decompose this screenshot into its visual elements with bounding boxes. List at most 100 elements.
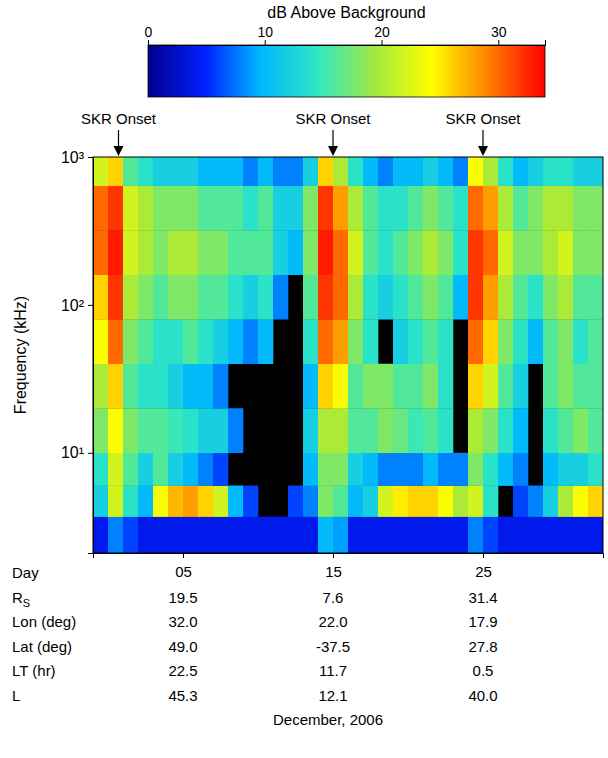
colorbar-tick-label: 30 [491, 24, 507, 40]
heatmap-cell [573, 275, 588, 320]
heatmap-cell [168, 319, 183, 364]
y-tick: 10³ [61, 149, 93, 166]
heatmap-cell [528, 486, 543, 517]
heatmap-cell [288, 486, 303, 517]
heatmap-cell [498, 186, 513, 231]
x-tick-mark [333, 553, 334, 558]
heatmap-cell [483, 230, 498, 275]
heatmap-cell [438, 408, 453, 453]
heatmap-cell [198, 486, 213, 517]
heatmap-cell [348, 453, 363, 486]
heatmap-cell [558, 517, 573, 553]
x-tick-label: 25 [475, 563, 492, 580]
heatmap-cell [588, 275, 603, 320]
heatmap-cell [423, 486, 438, 517]
heatmap-cell [558, 486, 573, 517]
heatmap-cell [528, 230, 543, 275]
heatmap-cell [363, 408, 378, 453]
heatmap-cell [423, 275, 438, 320]
heatmap-cell [483, 275, 498, 320]
heatmap-cell [378, 408, 393, 453]
heatmap-cell [183, 486, 198, 517]
colorbar-tick-mark [265, 40, 266, 45]
heatmap-cell [393, 408, 408, 453]
ephemeris-value: 22.0 [318, 613, 347, 630]
y-tick: 10¹ [61, 444, 93, 461]
heatmap-cell [183, 517, 198, 553]
heatmap-cell [93, 230, 108, 275]
heatmap-cell [423, 517, 438, 553]
heatmap-cell [138, 517, 153, 553]
heatmap-cell [453, 230, 468, 275]
heatmap-cell [408, 230, 423, 275]
heatmap-cell [438, 275, 453, 320]
heatmap-cell [393, 186, 408, 231]
heatmap-cell [273, 275, 288, 320]
heatmap-cell [153, 364, 168, 409]
row-label: Lat (deg) [12, 638, 72, 655]
heatmap-cell [153, 453, 168, 486]
heatmap-cell [333, 517, 348, 553]
heatmap-cell [408, 275, 423, 320]
heatmap-cell [363, 319, 378, 364]
colorbar-axis-line [149, 40, 546, 46]
heatmap-cell [483, 364, 498, 409]
heatmap-cell [318, 517, 333, 553]
heatmap-cell [258, 157, 273, 186]
heatmap-cell [153, 319, 168, 364]
heatmap-cell [438, 319, 453, 364]
colorbar-tick-mark [148, 40, 149, 45]
heatmap-cell [183, 408, 198, 453]
x-axis: 051525 [94, 553, 604, 580]
heatmap-cell [108, 157, 123, 186]
heatmap-cell [498, 275, 513, 320]
heatmap-cell [543, 408, 558, 453]
heatmap-cell [588, 319, 603, 364]
heatmap-cell [108, 364, 123, 409]
heatmap-cell [228, 408, 243, 453]
heatmap-cell [108, 186, 123, 231]
heatmap-cell [93, 319, 108, 364]
heatmap-cell [363, 275, 378, 320]
heatmap-cell [123, 517, 138, 553]
heatmap-cell [423, 319, 438, 364]
heatmap-cell [408, 319, 423, 364]
heatmap-cell [513, 364, 528, 409]
heatmap-cell [168, 408, 183, 453]
heatmap-cell [333, 157, 348, 186]
heatmap-cell [288, 230, 303, 275]
heatmap-cell [93, 486, 108, 517]
heatmap-cell [333, 319, 348, 364]
heatmap-cell [543, 486, 558, 517]
ephemeris-value: 7.6 [323, 589, 344, 606]
heatmap-cell [513, 275, 528, 320]
heatmap-cell [153, 157, 168, 186]
heatmap-cell [558, 319, 573, 364]
heatmap-cell [303, 319, 318, 364]
heatmap-cell [378, 364, 393, 409]
heatmap-cell [318, 275, 333, 320]
heatmap-cell [303, 364, 318, 409]
row-label: L [12, 687, 20, 704]
heatmap-cell [93, 453, 108, 486]
annotation-arrow-head [114, 146, 124, 156]
heatmap-cell [423, 408, 438, 453]
plot-background [93, 157, 603, 553]
heatmap-cell [198, 453, 213, 486]
colorbar-tick-mark [382, 40, 383, 45]
heatmap-cell [183, 157, 198, 186]
heatmap-cell [498, 319, 513, 364]
heatmap-cell [213, 486, 228, 517]
ephemeris-value: 40.0 [468, 687, 497, 704]
heatmap-cell [318, 408, 333, 453]
heatmap-cell [393, 275, 408, 320]
y-axis: 10¹10²10³ [61, 149, 94, 554]
heatmap-cell [168, 230, 183, 275]
heatmap-cell [378, 517, 393, 553]
heatmap-cell [108, 408, 123, 453]
x-tick: 15 [325, 553, 342, 580]
heatmap-cell [423, 157, 438, 186]
heatmap-cell [318, 486, 333, 517]
x-tick-mark [183, 553, 184, 558]
heatmap-cell [273, 157, 288, 186]
